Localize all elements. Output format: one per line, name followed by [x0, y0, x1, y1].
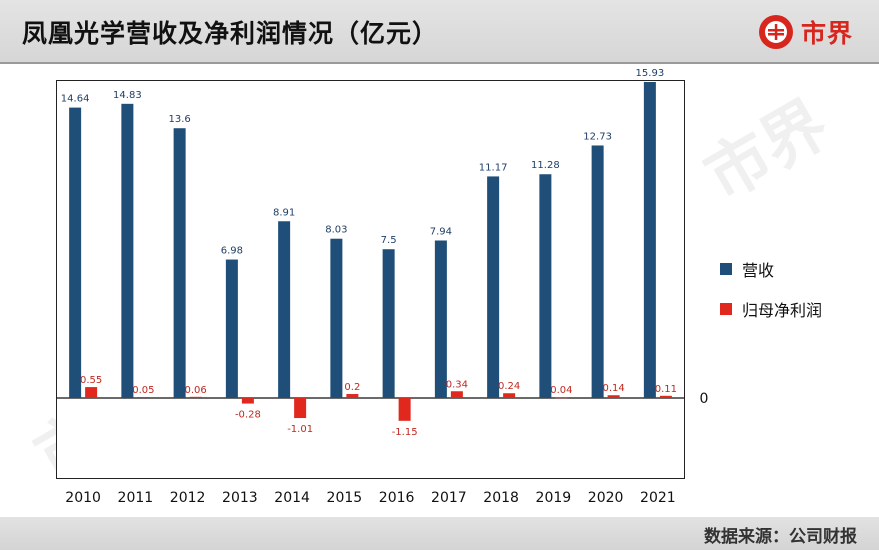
legend-label-net-profit: 归母净利润: [742, 301, 823, 320]
net-profit-value-label: 0.06: [184, 385, 206, 396]
bar-chart: 0 14.64 0.55 2010 14.83 0.05 2011 13.6 0.06 2012 6…: [57, 68, 709, 506]
legend-item-revenue: 营收: [720, 258, 822, 280]
legend-label-revenue: 营收: [742, 261, 775, 280]
revenue-bar: [278, 221, 291, 398]
x-tick-label: 2014: [274, 490, 310, 506]
net-profit-value-label: 0.2: [344, 382, 360, 393]
x-tick-label: 2019: [536, 490, 572, 506]
revenue-bar: [434, 240, 447, 398]
data-source: 数据来源：公司财报: [704, 527, 857, 547]
revenue-bar: [539, 174, 552, 398]
revenue-bar: [591, 145, 604, 398]
revenue-value-label: 8.91: [273, 207, 295, 218]
x-tick-label: 2012: [170, 490, 206, 506]
x-tick-label: 2011: [118, 490, 154, 506]
revenue-value-label: 15.93: [636, 68, 665, 79]
revenue-value-label: 13.6: [168, 114, 190, 125]
x-tick-label: 2021: [640, 490, 676, 506]
net-profit-bar: [346, 394, 359, 398]
revenue-value-label: 14.83: [113, 90, 142, 101]
net-profit-bar: [137, 397, 150, 399]
net-profit-value-label: 0.04: [550, 385, 572, 396]
legend-swatch-net-profit: [720, 303, 732, 315]
net-profit-value-label: -1.01: [287, 424, 313, 435]
revenue-bar: [69, 107, 82, 399]
brand-logo-icon: [758, 15, 793, 49]
x-tick-label: 2015: [327, 490, 363, 506]
footer-bar: 数据来源：公司财报: [0, 517, 879, 550]
net-profit-value-label: 0.34: [446, 379, 468, 390]
revenue-bar: [643, 82, 656, 398]
revenue-value-label: 11.28: [531, 160, 560, 171]
net-profit-bar: [607, 395, 620, 398]
revenue-value-label: 7.94: [430, 226, 452, 237]
x-tick-label: 2016: [379, 490, 415, 506]
legend-item-net-profit: 归母净利润: [720, 298, 822, 320]
revenue-bar: [487, 176, 500, 398]
zero-label: 0: [700, 391, 709, 407]
net-profit-bar: [503, 393, 516, 398]
net-profit-bar: [659, 395, 672, 398]
revenue-bar: [330, 238, 343, 398]
x-tick-label: 2013: [222, 490, 258, 506]
revenue-value-label: 7.5: [381, 235, 397, 246]
net-profit-bar: [450, 391, 463, 398]
net-profit-value-label: 0.55: [80, 375, 102, 386]
net-profit-value-label: 0.05: [132, 385, 154, 396]
revenue-bar: [225, 259, 238, 398]
net-profit-bar: [241, 398, 254, 404]
net-profit-value-label: -1.15: [392, 427, 418, 438]
x-tick-label: 2010: [65, 490, 101, 506]
net-profit-bar: [398, 398, 411, 421]
revenue-bar: [173, 128, 186, 398]
plot-area: [56, 80, 685, 479]
revenue-value-label: 8.03: [325, 225, 347, 236]
revenue-value-label: 6.98: [221, 246, 243, 257]
revenue-value-label: 11.17: [479, 162, 508, 173]
net-profit-value-label: 0.11: [655, 384, 677, 395]
legend-swatch-revenue: [720, 263, 732, 275]
net-profit-value-label: 0.14: [602, 383, 624, 394]
revenue-value-label: 14.64: [61, 94, 90, 105]
revenue-bar: [382, 249, 395, 398]
legend: 营收 归母净利润: [720, 258, 822, 338]
page-title: 凤凰光学营收及净利润情况（亿元）: [22, 19, 439, 48]
x-tick-label: 2017: [431, 490, 467, 506]
header-bar: 凤凰光学营收及净利润情况（亿元） 市界: [0, 0, 879, 64]
x-tick-label: 2018: [483, 490, 519, 506]
net-profit-bar: [555, 397, 568, 399]
net-profit-bar: [85, 387, 98, 398]
brand-name: 市界: [800, 19, 853, 48]
revenue-bar: [121, 103, 134, 398]
net-profit-value-label: -0.28: [235, 410, 261, 421]
brand: 市界: [757, 12, 853, 52]
net-profit-value-label: 0.24: [498, 381, 520, 392]
revenue-value-label: 12.73: [583, 131, 612, 142]
net-profit-bar: [189, 396, 202, 398]
x-tick-label: 2020: [588, 490, 624, 506]
net-profit-bar: [294, 398, 307, 419]
